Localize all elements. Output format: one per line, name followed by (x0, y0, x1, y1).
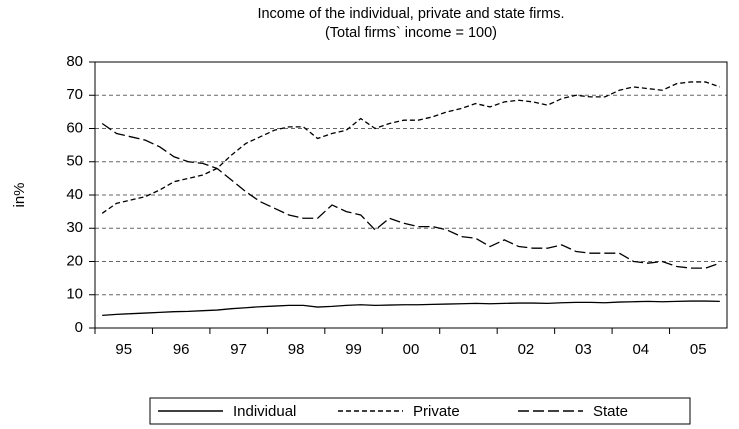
series-line (101, 81, 721, 214)
x-tick-label: 99 (345, 341, 362, 358)
y-tick-label: 40 (66, 186, 83, 203)
x-tick-label: 98 (288, 341, 305, 358)
x-tick-label: 01 (460, 341, 477, 358)
y-tick-label: 80 (66, 53, 83, 70)
y-axis-label: in% (11, 182, 28, 207)
y-tick-label: 20 (66, 252, 83, 269)
y-tick-label: 60 (66, 119, 83, 136)
x-tick-label: 05 (690, 341, 707, 358)
x-tick-label: 97 (230, 341, 247, 358)
series-line (101, 122, 721, 269)
legend-label: Individual (233, 403, 296, 420)
legend-label: State (593, 403, 628, 420)
y-tick-label: 0 (75, 319, 83, 336)
x-tick-label: 00 (403, 341, 420, 358)
x-tick-label: 95 (115, 341, 132, 358)
x-tick-label: 04 (632, 341, 649, 358)
plot-frame (94, 61, 728, 329)
y-tick-label: 10 (66, 286, 83, 303)
series-line (102, 300, 720, 317)
chart-subtitle: (Total firms` income = 100) (325, 25, 497, 41)
y-tick-label: 50 (66, 153, 83, 170)
x-tick-label: 96 (173, 341, 190, 358)
y-tick-label: 70 (66, 86, 83, 103)
legend-label: Private (413, 403, 460, 420)
legend-box (149, 397, 691, 425)
chart-title: Income of the individual, private and st… (257, 6, 564, 22)
x-tick-label: 03 (575, 341, 592, 358)
y-tick-label: 30 (66, 219, 83, 236)
x-tick-label: 02 (518, 341, 535, 358)
